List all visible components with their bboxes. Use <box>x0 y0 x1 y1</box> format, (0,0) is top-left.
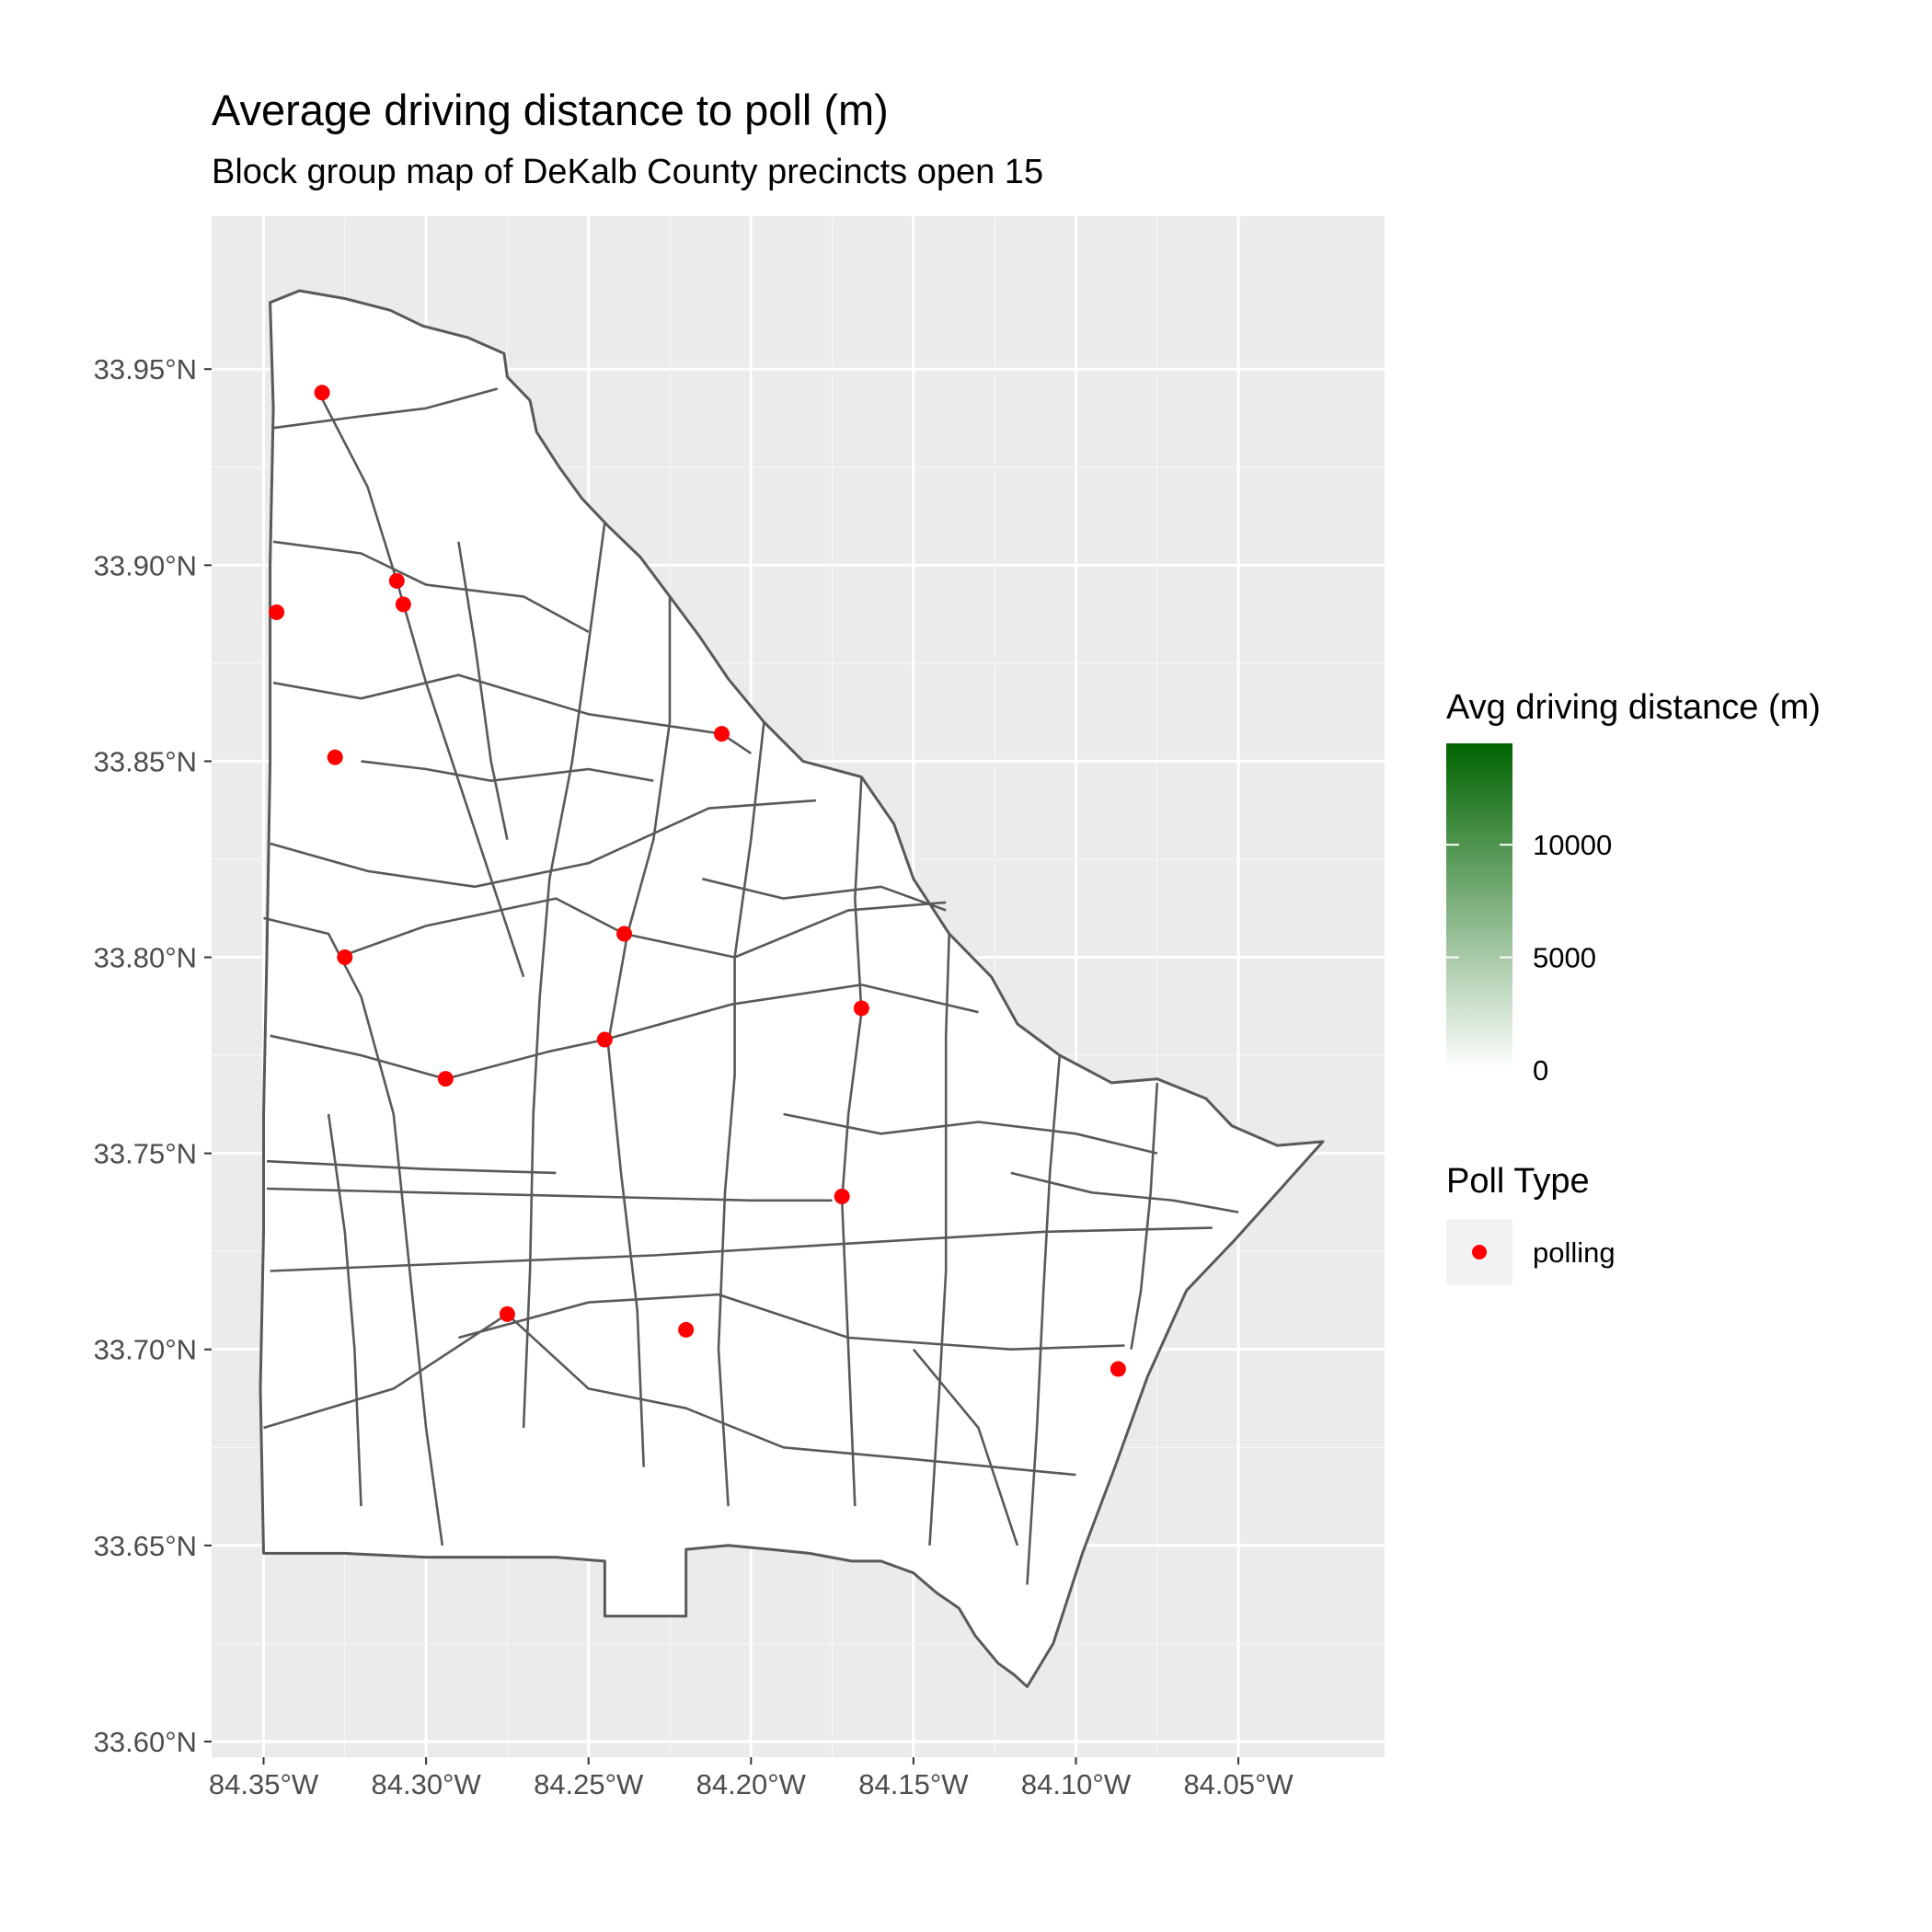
point-legend-title: Poll Type <box>1446 1162 1590 1201</box>
polling-place-point <box>834 1189 850 1205</box>
block-group-boundary <box>701 878 947 912</box>
block-group-boundary <box>272 387 499 430</box>
polling-place-point <box>269 604 285 620</box>
block-group-boundary <box>1026 1054 1062 1585</box>
block-group-boundary <box>1130 1082 1159 1350</box>
y-tick-label: 33.95°N <box>94 353 197 385</box>
y-tick-label: 33.75°N <box>94 1138 197 1170</box>
x-tick-label: 84.35°W <box>209 1768 319 1800</box>
block-group-boundary <box>317 392 525 978</box>
polling-place-point <box>853 1000 869 1017</box>
axes: 84.35°W 84.30°W 84.25°W 84.20°W 84.15°W 84.10… <box>94 353 1294 1800</box>
polling-places <box>269 385 1126 1377</box>
block-group-boundary <box>266 1159 557 1175</box>
block-group-boundary <box>458 1293 1125 1351</box>
block-group-boundary <box>522 522 606 1429</box>
point-legend: Poll Type polling <box>1446 1162 1616 1285</box>
block-group-boundary <box>928 933 950 1546</box>
block-group-boundary <box>457 541 509 840</box>
y-tick-label: 33.80°N <box>94 942 197 974</box>
block-group-boundary <box>263 1313 1076 1477</box>
block-group-boundary <box>717 721 765 1507</box>
fill-legend-title: Avg driving distance (m) <box>1446 688 1821 727</box>
colorbar-tick-label: 0 <box>1533 1054 1548 1087</box>
chart-title: Average driving distance to poll (m) <box>212 86 889 134</box>
x-tick-label: 84.30°W <box>371 1768 481 1800</box>
y-tick-label: 33.70°N <box>94 1334 197 1366</box>
block-group-boundary <box>270 1226 1213 1272</box>
block-group-boundary <box>606 596 672 1467</box>
county-map <box>259 289 1325 1688</box>
x-tick-label: 84.15°W <box>858 1768 969 1800</box>
block-group-boundary <box>783 1112 1158 1155</box>
polling-place-point <box>395 596 411 613</box>
block-group-boundary <box>266 1187 833 1202</box>
block-group-boundary <box>263 916 444 1546</box>
x-tick-label: 84.05°W <box>1183 1768 1294 1800</box>
y-tick-label: 33.85°N <box>94 745 197 777</box>
polling-place-point <box>388 572 405 589</box>
x-tick-label: 84.20°W <box>696 1768 807 1800</box>
polling-place-point <box>596 1031 613 1048</box>
x-tick-label: 84.10°W <box>1021 1768 1132 1800</box>
fill-legend: Avg driving distance (m) 0 5000 10000 <box>1446 688 1821 1087</box>
polling-place-point <box>714 726 730 742</box>
block-group-boundary <box>1010 1171 1239 1213</box>
block-group-boundary <box>272 540 590 633</box>
block-group-boundary <box>327 1113 362 1507</box>
colorbar-tick-label: 10000 <box>1533 829 1612 861</box>
polling-place-point <box>678 1321 695 1338</box>
polling-place-point <box>337 949 353 966</box>
y-tick-label: 33.60°N <box>94 1726 197 1758</box>
block-group-boundary <box>912 1348 1019 1547</box>
block-group-boundary <box>840 776 863 1507</box>
x-tick-label: 84.25°W <box>534 1768 644 1800</box>
point-legend-swatch <box>1472 1245 1487 1259</box>
polling-place-point <box>616 926 633 942</box>
colorbar-tick-label: 5000 <box>1533 942 1596 974</box>
polling-place-point <box>437 1071 454 1087</box>
chart-subtitle: Block group map of DeKalb County precinc… <box>212 153 1044 191</box>
y-tick-label: 33.90°N <box>94 549 197 581</box>
fill-legend-ticks: 0 5000 10000 <box>1446 829 1612 1087</box>
county-outline <box>259 289 1325 1688</box>
block-group-boundary <box>270 799 816 889</box>
y-tick-label: 33.65°N <box>94 1530 197 1562</box>
polling-place-point <box>499 1305 515 1322</box>
block-group-boundary <box>270 983 979 1080</box>
block-group-boundary <box>361 760 654 783</box>
polling-place-point <box>314 385 330 401</box>
polling-place-point <box>327 749 343 765</box>
fill-colorbar <box>1446 743 1512 1070</box>
point-legend-label: polling <box>1533 1236 1616 1269</box>
polling-place-point <box>1110 1361 1126 1377</box>
